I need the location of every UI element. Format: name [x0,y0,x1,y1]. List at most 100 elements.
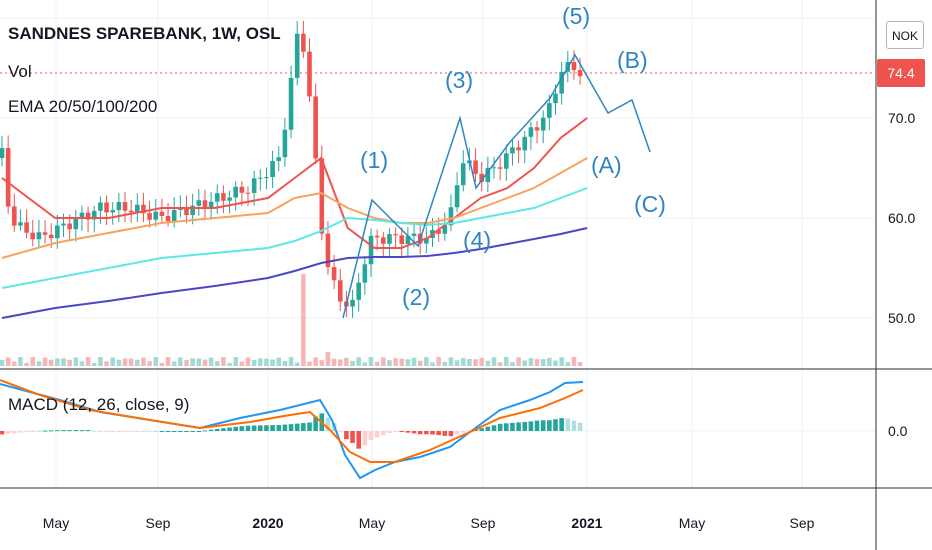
macd-histogram-bar [104,431,109,432]
volume-bar [221,357,226,366]
volume-bar [258,358,263,366]
volume-bar [147,361,152,366]
volume-bar [436,357,441,366]
volume-bar [30,357,36,366]
volume-bar [319,360,325,366]
volume-bar [294,362,300,366]
volume-bar [98,357,103,366]
macd-histogram-bar [553,419,558,431]
macd-histogram-bar [141,431,146,432]
macd-histogram-bar [0,431,5,435]
volume-bar [270,359,275,366]
volume-bar [251,359,257,366]
macd-histogram-bar [393,431,398,432]
candle-body [18,222,23,226]
macd-histogram-bar [18,431,23,433]
macd-histogram-bar [565,418,571,431]
volume-bar [442,361,448,366]
volume-bar [485,360,491,366]
macd-histogram-bar [208,429,214,431]
candle-body [288,77,294,130]
macd-histogram-bar [448,431,454,437]
candle-body [571,62,577,71]
macd-histogram-bar [36,430,42,432]
candle-body [454,185,460,208]
candle-body [91,210,97,220]
last-price-tag: 74.4 [877,59,925,87]
macd-histogram-bar [430,431,435,435]
volume-bar [553,360,558,366]
candle-body [522,136,528,151]
volume-bar [214,361,220,366]
candle-body [553,93,558,104]
macd-histogram-bar [559,418,564,431]
macd-histogram-bar [325,417,331,431]
macd-histogram-bar [196,431,202,432]
volume-bar [350,360,355,366]
macd-histogram-bar [479,428,484,431]
volume-bar [467,358,472,366]
signal-line [0,379,584,463]
candle-body [436,230,441,234]
volume-bar [233,357,238,366]
macd-histogram-bar [245,425,251,431]
volume-bar [473,359,478,366]
volume-bar [153,357,159,366]
candle-body [313,96,318,159]
macd-histogram-bar [67,430,72,432]
volume-bar [504,357,509,366]
macd-histogram-bar [128,431,134,432]
time-tick: May [359,515,385,531]
volume-bar [479,357,484,366]
candle-body [61,223,66,226]
candle-body [485,167,491,183]
macd-histogram-bar [454,431,460,435]
time-tick: Sep [790,515,815,531]
volume-bar [85,357,91,366]
candle-body [331,267,337,281]
volume-bar [159,362,165,366]
candle-body [424,237,429,244]
volume-bar [460,358,466,366]
candle-body [534,127,540,131]
volume-bar [12,361,17,366]
candle-body [319,158,325,234]
wave-label-c: (C) [634,191,666,217]
macd-histogram-bar [337,431,343,432]
candle-body [141,204,146,214]
macd-histogram-bar [387,431,392,433]
candle-body [153,211,159,220]
candle-body [559,71,564,94]
time-tick: Sep [146,515,171,531]
volume-bar [368,357,374,366]
volume-bar [128,358,134,366]
volume-bar [184,359,189,366]
candle-body [73,218,79,230]
ema-line [1,157,588,259]
macd-histogram-bar [227,427,232,431]
candle-body [301,33,306,52]
volume-bar [331,358,337,366]
candle-body [294,33,300,78]
macd-histogram-bar [497,423,503,431]
volume-bar [239,361,245,366]
volume-bar [264,358,269,366]
volume-bar [547,357,552,366]
candle-body [104,202,109,213]
currency-button[interactable]: NOK [886,21,924,49]
volume-bar [165,357,171,366]
elliott-wave-drawing [342,53,651,319]
candle-body [116,202,122,211]
macd-histogram-bar [301,423,306,431]
macd-histogram-bar [233,426,238,431]
macd-histogram-bar [202,430,208,432]
macd-histogram-bar [442,431,448,436]
volume-bar [522,360,528,366]
volume-bar [73,357,79,366]
candle-body [30,232,36,240]
macd-lines [0,379,584,480]
price-tick: 60.0 [888,210,915,226]
macd-histogram-bar [159,431,165,432]
time-tick: Sep [471,515,496,531]
